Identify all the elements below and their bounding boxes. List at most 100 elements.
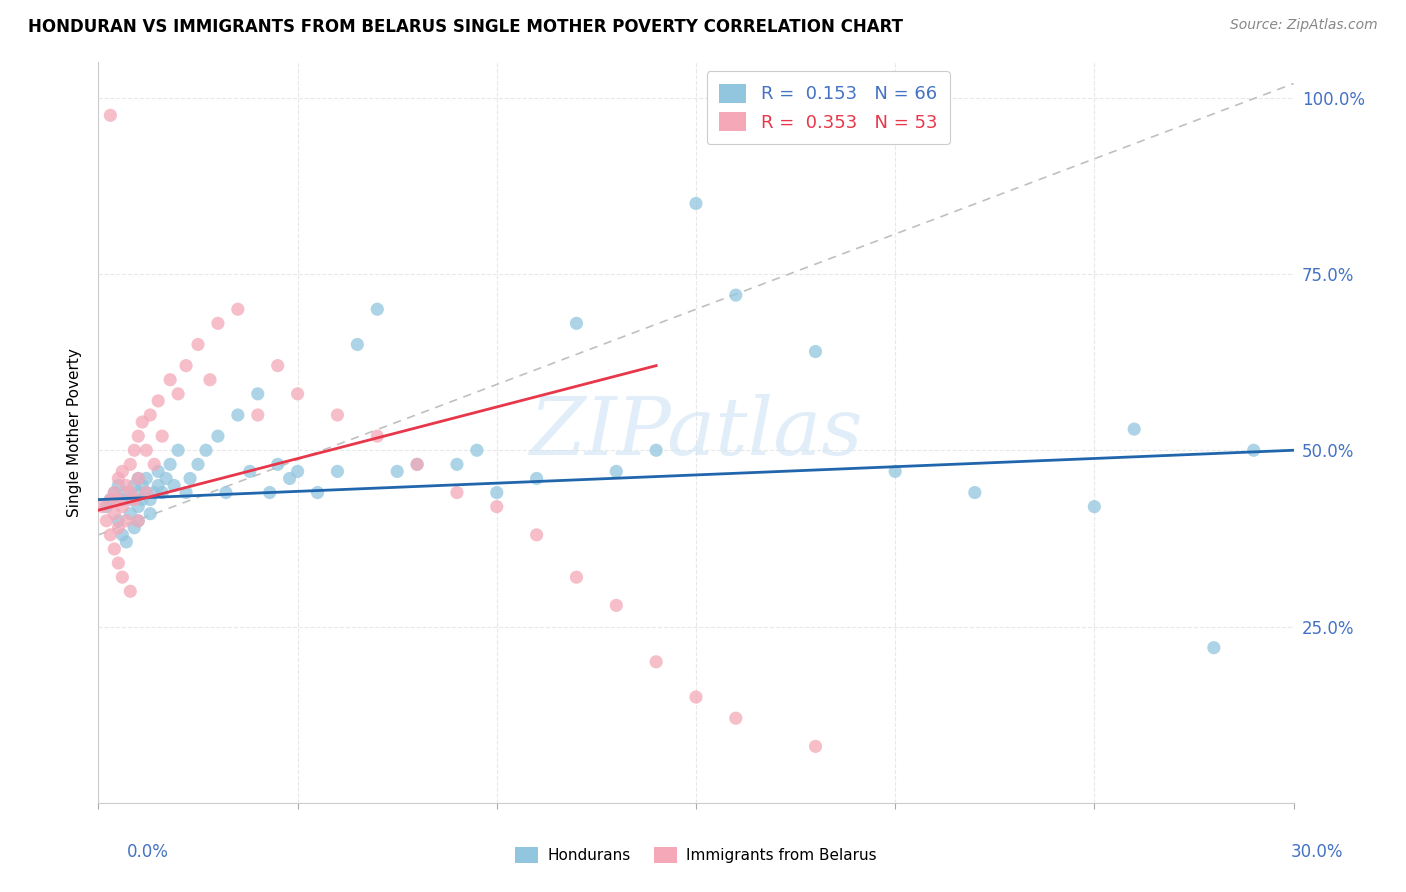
Point [174, 359, 197, 373]
Point [724, 288, 747, 302]
Point [239, 464, 262, 478]
Point [148, 393, 170, 408]
Point [111, 500, 134, 514]
Point [131, 492, 153, 507]
Point [107, 521, 129, 535]
Point [120, 485, 142, 500]
Point [124, 492, 146, 507]
Point [143, 458, 166, 472]
Point [143, 485, 166, 500]
Point [287, 387, 309, 401]
Point [226, 408, 249, 422]
Point [127, 471, 149, 485]
Point [103, 507, 125, 521]
Point [406, 458, 429, 472]
Point [148, 478, 170, 492]
Y-axis label: Single Mother Poverty: Single Mother Poverty [67, 348, 83, 517]
Point [605, 599, 627, 613]
Point [406, 458, 429, 472]
Point [1083, 500, 1105, 514]
Point [215, 485, 238, 500]
Point [1202, 640, 1225, 655]
Point [346, 337, 368, 351]
Point [115, 514, 138, 528]
Point [804, 344, 827, 359]
Point [139, 408, 162, 422]
Text: ZIPatlas: ZIPatlas [529, 394, 863, 471]
Point [98, 528, 122, 542]
Text: 30.0%: 30.0% [1291, 843, 1343, 861]
Point [366, 302, 388, 317]
Point [565, 570, 588, 584]
Point [465, 443, 488, 458]
Point [111, 570, 134, 584]
Point [96, 500, 118, 514]
Point [167, 387, 190, 401]
Point [207, 316, 229, 330]
Point [96, 514, 118, 528]
Legend: Hondurans, Immigrants from Belarus: Hondurans, Immigrants from Belarus [509, 841, 883, 869]
Point [187, 337, 209, 351]
Point [148, 464, 170, 478]
Point [135, 485, 157, 500]
Point [485, 500, 508, 514]
Point [139, 492, 162, 507]
Point [167, 443, 190, 458]
Point [187, 458, 209, 472]
Point [526, 471, 548, 485]
Point [155, 471, 177, 485]
Point [963, 485, 986, 500]
Point [127, 500, 149, 514]
Point [446, 458, 468, 472]
Point [326, 464, 349, 478]
Point [120, 507, 142, 521]
Point [127, 514, 149, 528]
Point [565, 316, 588, 330]
Point [111, 492, 134, 507]
Text: Source: ZipAtlas.com: Source: ZipAtlas.com [1230, 18, 1378, 32]
Point [150, 485, 173, 500]
Point [278, 471, 301, 485]
Point [645, 443, 668, 458]
Point [135, 485, 157, 500]
Point [159, 373, 181, 387]
Point [198, 373, 221, 387]
Point [287, 464, 309, 478]
Point [724, 711, 747, 725]
Point [120, 458, 142, 472]
Point [127, 429, 149, 443]
Point [98, 492, 122, 507]
Point [259, 485, 281, 500]
Point [135, 443, 157, 458]
Point [246, 408, 269, 422]
Point [107, 514, 129, 528]
Point [226, 302, 249, 317]
Point [804, 739, 827, 754]
Point [107, 492, 129, 507]
Point [163, 478, 186, 492]
Point [446, 485, 468, 500]
Point [103, 541, 125, 556]
Point [159, 458, 181, 472]
Point [124, 443, 146, 458]
Point [107, 478, 129, 492]
Point [103, 485, 125, 500]
Point [685, 690, 707, 704]
Point [1243, 443, 1265, 458]
Point [135, 471, 157, 485]
Point [385, 464, 409, 478]
Point [150, 429, 173, 443]
Point [526, 528, 548, 542]
Point [326, 408, 349, 422]
Point [120, 492, 142, 507]
Text: HONDURAN VS IMMIGRANTS FROM BELARUS SINGLE MOTHER POVERTY CORRELATION CHART: HONDURAN VS IMMIGRANTS FROM BELARUS SING… [28, 18, 903, 36]
Point [685, 196, 707, 211]
Point [103, 485, 125, 500]
Point [179, 471, 201, 485]
Point [115, 535, 138, 549]
Point [131, 478, 153, 492]
Point [115, 485, 138, 500]
Point [98, 492, 122, 507]
Point [246, 387, 269, 401]
Point [127, 471, 149, 485]
